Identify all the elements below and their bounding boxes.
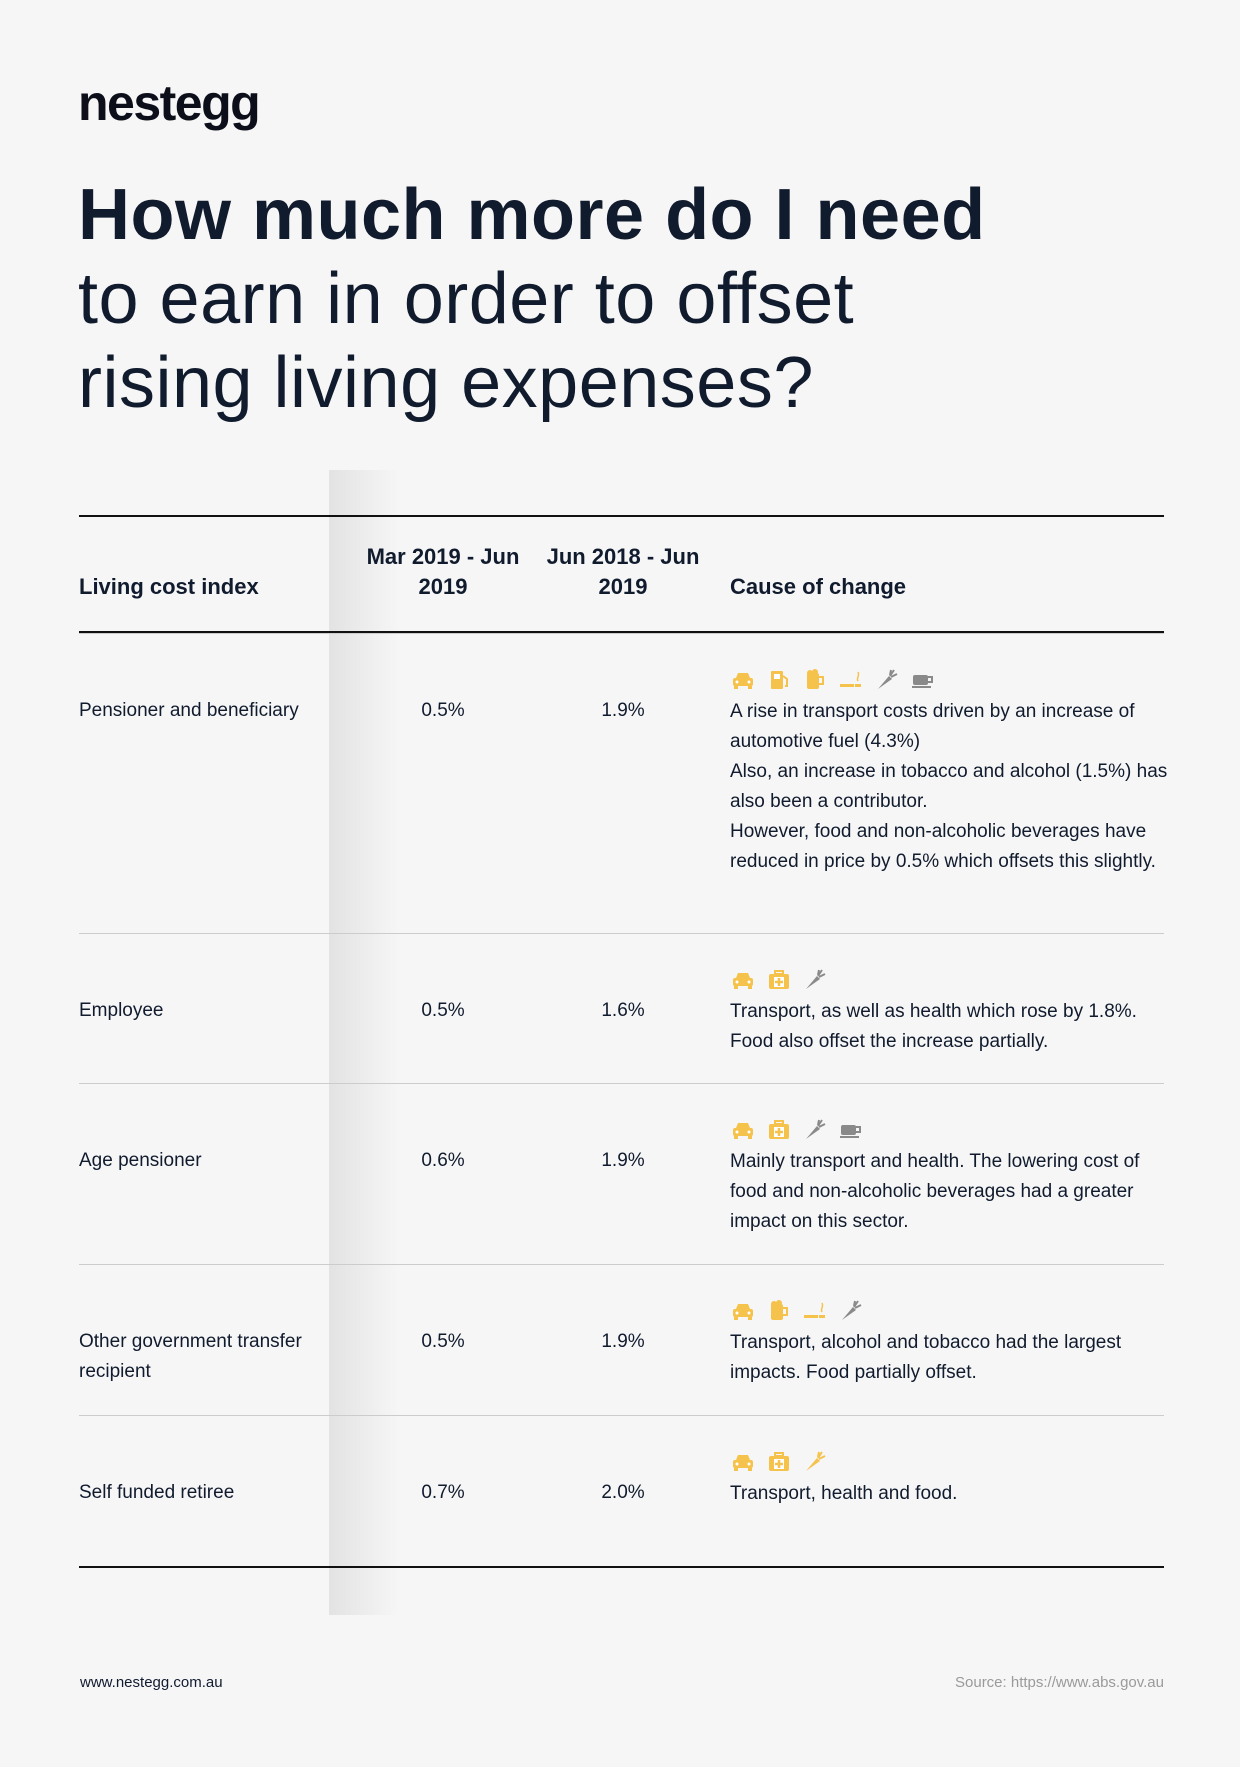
title-line: rising living expenses? [78, 343, 814, 423]
icons [730, 1449, 1170, 1477]
column-shadow [329, 470, 399, 1615]
table-row: Employee 0.5% 1.6% Transport, as well as… [79, 933, 1164, 1083]
icon-medical [767, 1451, 791, 1473]
icon-carrot [805, 969, 826, 990]
icon-car [732, 1122, 754, 1140]
year-change: 1.9% [601, 1150, 645, 1171]
year-change: 1.6% [601, 1000, 645, 1021]
logo: nestegg [78, 75, 261, 131]
cause-text: Mainly transport and health. The lowerin… [730, 1151, 1140, 1232]
cause-cell: Transport, health and food. [730, 1449, 1170, 1509]
icon-car [732, 1303, 754, 1321]
icons [730, 1298, 1170, 1326]
icons [730, 667, 1170, 695]
column-header: Living cost index [79, 574, 259, 599]
year-change: 1.9% [601, 1331, 645, 1352]
icon-cup [911, 674, 933, 689]
column-header: Jun 2018 - Jun 2019 [546, 544, 700, 599]
icon-car [732, 972, 754, 990]
icon-car [732, 1454, 754, 1472]
quarter-change: 0.6% [421, 1150, 465, 1171]
source: Source: https://www.abs.gov.au [955, 1674, 1164, 1691]
index-name: Other government transfer recipient [79, 1331, 302, 1382]
title-line: to earn in order to offset [78, 259, 855, 339]
icon-carrot [805, 1451, 826, 1472]
column-header: Mar 2019 - Jun 2019 [366, 544, 520, 599]
cause-text: A rise in transport costs driven by an i… [730, 701, 1135, 752]
year-change: 1.9% [601, 700, 645, 721]
icon-beer [770, 1299, 788, 1321]
cause-text: However, food and non-alcoholic beverage… [730, 821, 1156, 872]
index-name: Employee [79, 1000, 164, 1021]
cause-cell: Mainly transport and health. The lowerin… [730, 1117, 1170, 1237]
icon-carrot [805, 1119, 826, 1140]
quarter-change: 0.5% [421, 1331, 465, 1352]
cause-cell: Transport, alcohol and tobacco had the l… [730, 1298, 1170, 1388]
index-name: Pensioner and beneficiary [79, 700, 299, 721]
icon-medical [767, 969, 791, 991]
icon-fuel [770, 670, 788, 690]
title-bold: How much more do I need [78, 175, 986, 255]
year-change: 2.0% [601, 1482, 645, 1503]
website: www.nestegg.com.au [80, 1674, 223, 1691]
column-header: Cause of change [730, 574, 907, 599]
cause-text: Transport, as well as health which rose … [730, 1001, 1137, 1052]
quarter-change: 0.7% [421, 1482, 465, 1503]
table-header: Living cost index Mar 2019 - Jun 2019 Ju… [79, 517, 1164, 633]
table-row: Age pensioner 0.6% 1.9% Mainly transport… [79, 1083, 1164, 1264]
icons [730, 1117, 1170, 1145]
table-row: Self funded retiree 0.7% 2.0% Transport,… [79, 1415, 1164, 1566]
table-row: Pensioner and beneficiary 0.5% 1.9% A ri… [79, 633, 1167, 933]
table-row: Other government transfer recipient 0.5%… [79, 1264, 1164, 1415]
icon-car [732, 672, 754, 690]
icon-carrot [877, 669, 898, 690]
cause-cell: Transport, as well as health which rose … [730, 967, 1170, 1057]
icons [730, 967, 1170, 995]
quarter-change: 0.5% [421, 700, 465, 721]
cause-text: Transport, health and food. [730, 1483, 958, 1504]
cause-text: Also, an increase in tobacco and alcohol… [730, 761, 1168, 812]
index-name: Self funded retiree [79, 1482, 235, 1503]
icon-carrot [841, 1300, 862, 1321]
icon-cigarette [839, 671, 862, 688]
icon-cigarette [803, 1302, 826, 1319]
icon-beer [806, 668, 824, 690]
table: Living cost index Mar 2019 - Jun 2019 Ju… [79, 515, 1167, 1568]
cause-text: Transport, alcohol and tobacco had the l… [730, 1332, 1122, 1383]
icon-cup [839, 1124, 861, 1139]
quarter-change: 0.5% [421, 1000, 465, 1021]
icon-medical [767, 1119, 791, 1141]
cause-cell: A rise in transport costs driven by an i… [730, 667, 1170, 877]
index-name: Age pensioner [79, 1150, 202, 1171]
